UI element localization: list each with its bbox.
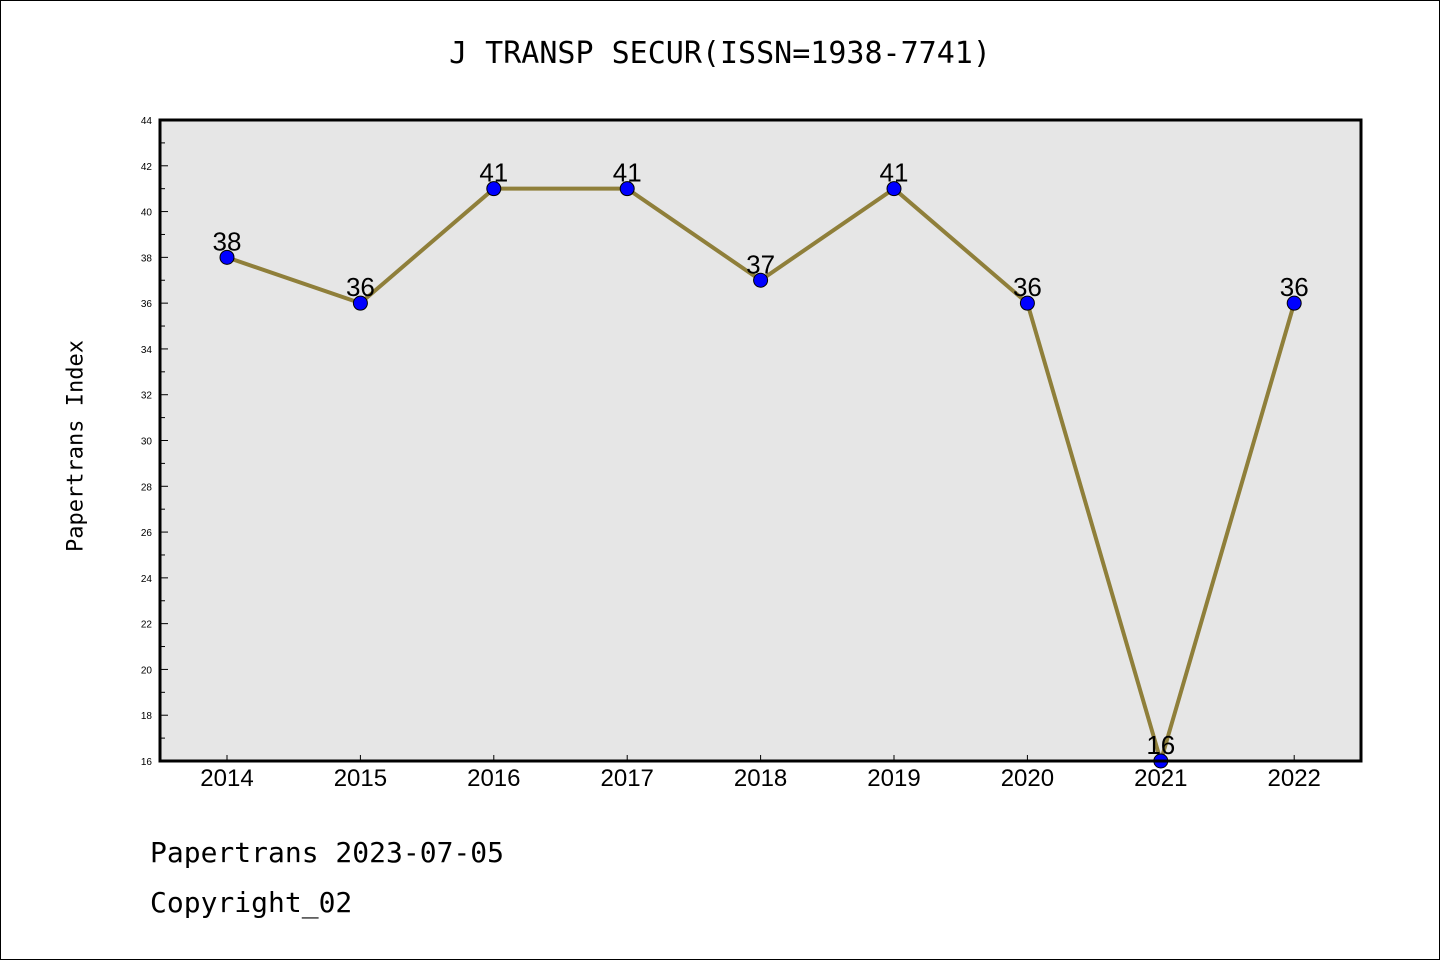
x-tick-label: 2020 (1001, 765, 1054, 792)
y-tick-label: 18 (141, 711, 153, 722)
plot-area (160, 120, 1361, 761)
footer-copyright: Copyright_02 (150, 886, 353, 919)
data-point (753, 272, 769, 288)
x-tick-label: 2015 (334, 765, 387, 792)
data-label: 36 (1280, 272, 1309, 302)
data-label: 37 (746, 249, 775, 279)
y-tick-label: 44 (141, 116, 153, 127)
y-tick-label: 26 (141, 528, 153, 539)
data-point (1286, 295, 1302, 311)
y-tick-label: 16 (141, 757, 153, 768)
x-tick-label: 2017 (601, 765, 654, 792)
data-point (619, 181, 635, 197)
y-tick-label: 28 (141, 482, 153, 493)
data-label: 41 (613, 158, 642, 188)
data-label: 38 (213, 226, 242, 256)
x-tick-label: 2016 (467, 765, 520, 792)
data-point (486, 181, 502, 197)
y-tick-label: 20 (141, 665, 153, 676)
data-label: 16 (1146, 730, 1175, 760)
y-tick-label: 24 (141, 574, 153, 585)
x-tick-label: 2014 (200, 765, 253, 792)
x-tick-label: 2018 (734, 765, 787, 792)
data-label: 36 (1013, 272, 1042, 302)
data-label: 41 (880, 158, 909, 188)
y-tick-label: 40 (141, 208, 153, 219)
data-point (219, 249, 235, 265)
x-tick-label: 2019 (867, 765, 920, 792)
chart-title: J TRANSP SECUR(ISSN=1938-7741) (449, 36, 991, 71)
y-tick-label: 32 (141, 391, 153, 402)
y-tick-label: 34 (141, 345, 153, 356)
data-point (886, 181, 902, 197)
plot-border (158, 118, 1363, 763)
y-tick-label: 36 (141, 299, 153, 310)
y-tick-label: 22 (141, 620, 153, 631)
x-tick-label: 2022 (1268, 765, 1321, 792)
data-point (352, 295, 368, 311)
data-label: 36 (346, 272, 375, 302)
y-tick-label: 42 (141, 162, 153, 173)
y-tick-label: 30 (141, 437, 153, 448)
x-tick-label: 2021 (1134, 765, 1187, 792)
footer-date: Papertrans 2023-07-05 (150, 836, 505, 869)
data-label: 41 (479, 158, 508, 188)
data-point (1019, 295, 1035, 311)
y-tick-label: 38 (141, 253, 153, 264)
